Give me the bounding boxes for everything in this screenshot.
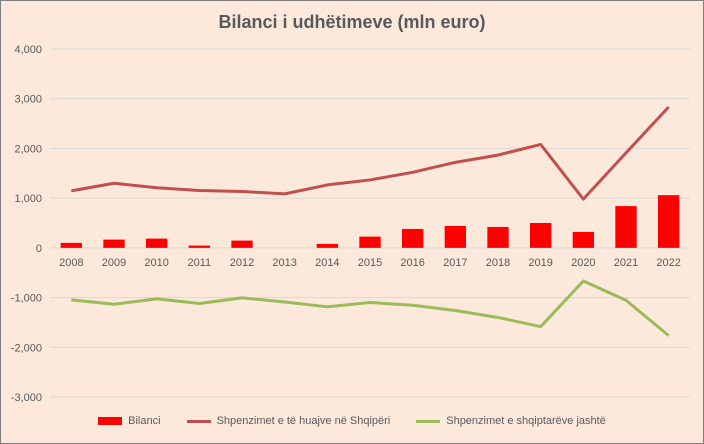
- bar-2009: [103, 239, 125, 248]
- y-tick-label: 1,000: [14, 193, 42, 205]
- x-tick-label: 2009: [102, 257, 126, 269]
- x-tick-label: 2010: [144, 257, 168, 269]
- x-tick-label: 2020: [571, 257, 595, 269]
- legend: Bilanci Shpenzimet e të huajve në Shqipë…: [0, 415, 704, 427]
- y-tick-label: 3,000: [14, 94, 42, 106]
- bar-2017: [444, 225, 466, 248]
- legend-swatch-foreigners: [186, 419, 211, 423]
- legend-swatch-bilanci: [98, 417, 123, 425]
- x-tick-label: 2013: [272, 257, 296, 269]
- x-tick-label: 2021: [614, 257, 638, 269]
- bar-2010: [146, 238, 168, 248]
- x-tick-label: 2008: [59, 257, 83, 269]
- legend-item-albanians: Shpenzimet e shqiptarëve jashtë: [416, 415, 606, 427]
- series-line-1: [71, 105, 670, 201]
- legend-label: Shpenzimet e shqiptarëve jashtë: [446, 415, 606, 427]
- y-tick-label: -2,000: [11, 342, 42, 354]
- legend-item-bilanci: Bilanci: [98, 415, 161, 427]
- bar-2022: [658, 195, 680, 248]
- bar-2011: [188, 245, 210, 248]
- y-tick-label: -3,000: [11, 392, 42, 404]
- y-tick-label: 2,000: [14, 143, 42, 155]
- x-tick-label: 2022: [656, 257, 680, 269]
- x-tick-label: 2011: [188, 257, 212, 269]
- series-line-2: [71, 279, 670, 337]
- bar-2016: [402, 228, 424, 248]
- legend-item-foreigners: Shpenzimet e të huajve në Shqipëri: [186, 415, 391, 427]
- x-tick-label: 2012: [230, 257, 254, 269]
- x-tick-label: 2017: [443, 257, 467, 269]
- x-tick-label: 2016: [400, 257, 424, 269]
- x-tick-label: 2014: [315, 257, 339, 269]
- y-tick-label: -1,000: [11, 293, 42, 305]
- legend-swatch-albanians: [416, 419, 441, 423]
- bar-2019: [530, 223, 552, 248]
- bar-2020: [572, 231, 594, 248]
- bar-2015: [359, 236, 381, 248]
- chart-title: Bilanci i udhëtimeve (mln euro): [218, 12, 486, 32]
- legend-label: Bilanci: [128, 415, 161, 427]
- bar-2008: [60, 242, 82, 248]
- x-tick-label: 2015: [358, 257, 382, 269]
- x-tick-label: 2019: [528, 257, 552, 269]
- bar-2021: [615, 206, 637, 248]
- y-tick-label: 0: [36, 243, 42, 255]
- legend-label: Shpenzimet e të huajve në Shqipëri: [216, 415, 391, 427]
- y-tick-label: 4,000: [14, 44, 42, 56]
- bar-2018: [487, 226, 509, 248]
- bar-2012: [231, 240, 253, 248]
- x-tick-label: 2018: [486, 257, 510, 269]
- bar-2014: [316, 243, 338, 248]
